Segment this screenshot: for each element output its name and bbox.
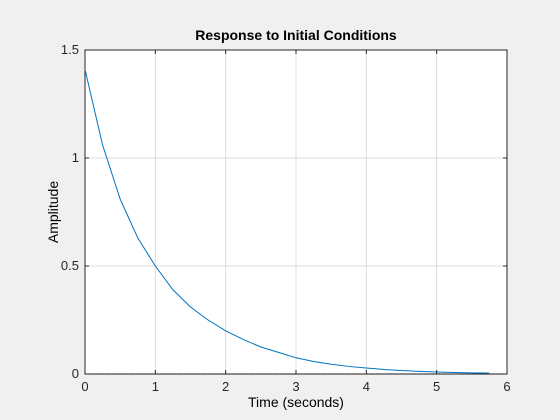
x-tick-label: 5 [433, 379, 440, 394]
x-tick-label: 6 [503, 379, 510, 394]
y-tick-label: 0 [72, 366, 79, 381]
y-axis-label: Amplitude [45, 181, 61, 243]
x-tick-labels: 0 1 2 3 4 5 6 [81, 379, 510, 394]
x-tick-label: 2 [222, 379, 229, 394]
grid-lines [85, 50, 507, 374]
y-tick-label: 1.5 [61, 42, 79, 57]
y-tick-label: 0.5 [61, 258, 79, 273]
response-curve [84, 69, 490, 374]
series-layer [84, 69, 490, 374]
chart-title: Response to Initial Conditions [195, 27, 397, 43]
x-tick-label: 1 [152, 379, 159, 394]
x-tick-label: 0 [81, 379, 88, 394]
y-tick-label: 1 [72, 150, 79, 165]
x-axis-label: Time (seconds) [248, 394, 344, 410]
tick-marks [84, 49, 508, 375]
y-tick-labels: 0 0.5 1 1.5 [61, 42, 79, 381]
x-tick-label: 3 [292, 379, 299, 394]
x-tick-label: 4 [363, 379, 370, 394]
